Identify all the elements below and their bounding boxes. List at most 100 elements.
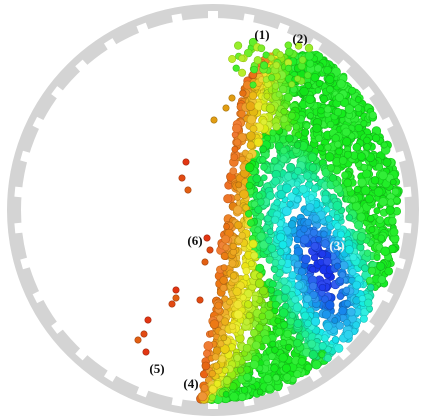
particle [145, 317, 151, 323]
particle [350, 152, 358, 160]
particle [258, 45, 265, 52]
particle [379, 171, 388, 180]
particle [234, 300, 242, 308]
particle [321, 240, 329, 248]
particle [236, 182, 242, 188]
particle [357, 232, 366, 241]
particle [240, 294, 246, 300]
particle [358, 178, 367, 187]
particle [273, 123, 281, 131]
particle [368, 215, 375, 222]
particle [274, 199, 281, 206]
particle [209, 394, 215, 400]
particle [219, 356, 226, 363]
particle [268, 353, 275, 360]
particle [296, 274, 302, 280]
particle [249, 92, 257, 100]
particle [301, 129, 308, 136]
particle [246, 102, 255, 111]
particle [279, 241, 287, 249]
particle [306, 95, 315, 104]
particle [135, 337, 141, 343]
particle [229, 95, 235, 101]
particle [262, 335, 270, 343]
particle [229, 323, 235, 329]
particle [284, 330, 292, 338]
particle [230, 392, 239, 401]
particle [279, 308, 288, 317]
particle [306, 203, 314, 211]
particle [374, 208, 380, 214]
particle [240, 90, 247, 97]
particle [215, 302, 222, 309]
particle [295, 282, 303, 290]
particle [374, 187, 383, 196]
particle [221, 318, 229, 326]
particle [280, 147, 287, 154]
particle [316, 80, 323, 87]
particle [257, 232, 265, 240]
particle [364, 250, 371, 257]
particle [311, 317, 320, 326]
label: (2) [292, 31, 307, 46]
particle [310, 229, 317, 236]
particle [254, 138, 263, 147]
label: (3) [329, 238, 344, 253]
particle [201, 384, 208, 391]
particle [334, 214, 340, 220]
particle [272, 266, 278, 272]
particle [246, 312, 253, 319]
particle [270, 341, 276, 347]
particle [325, 301, 334, 310]
particle [386, 206, 395, 215]
particle [300, 87, 309, 96]
particle [271, 216, 279, 224]
particle [257, 199, 264, 206]
particle [354, 221, 362, 229]
particle [292, 296, 299, 303]
particle [245, 163, 254, 172]
particle [361, 120, 367, 126]
particle [247, 132, 256, 141]
notch [172, 396, 183, 407]
particle [306, 60, 313, 67]
particle [360, 315, 367, 322]
particle [305, 219, 312, 226]
particle [324, 354, 331, 361]
particle [369, 112, 376, 119]
particle [325, 153, 334, 162]
particle [299, 185, 307, 193]
particle [383, 158, 391, 166]
particle [213, 363, 220, 370]
particle [362, 170, 370, 178]
particle [304, 72, 311, 79]
particle [230, 272, 237, 279]
particle [304, 123, 311, 130]
particle [334, 223, 341, 230]
particle [223, 223, 229, 229]
particle [252, 295, 258, 301]
particle [289, 81, 295, 87]
drum-figure: (1) (2) (3) (4) (5) (6) [0, 0, 427, 416]
particle [345, 105, 354, 114]
particle [308, 340, 316, 348]
particle [223, 377, 231, 385]
particle [289, 312, 295, 318]
particle [230, 168, 237, 175]
particle [317, 145, 323, 151]
particle [233, 65, 240, 72]
particle [204, 235, 210, 241]
particle [323, 257, 331, 265]
particle [365, 195, 373, 203]
particle [390, 228, 398, 236]
particle [381, 247, 390, 256]
particle [366, 277, 373, 284]
particle [287, 318, 294, 325]
particle [288, 112, 295, 119]
particle [221, 265, 227, 271]
particle [307, 113, 313, 119]
particle [308, 195, 314, 201]
notch [208, 11, 218, 20]
particle [264, 93, 270, 99]
particle [311, 185, 318, 192]
